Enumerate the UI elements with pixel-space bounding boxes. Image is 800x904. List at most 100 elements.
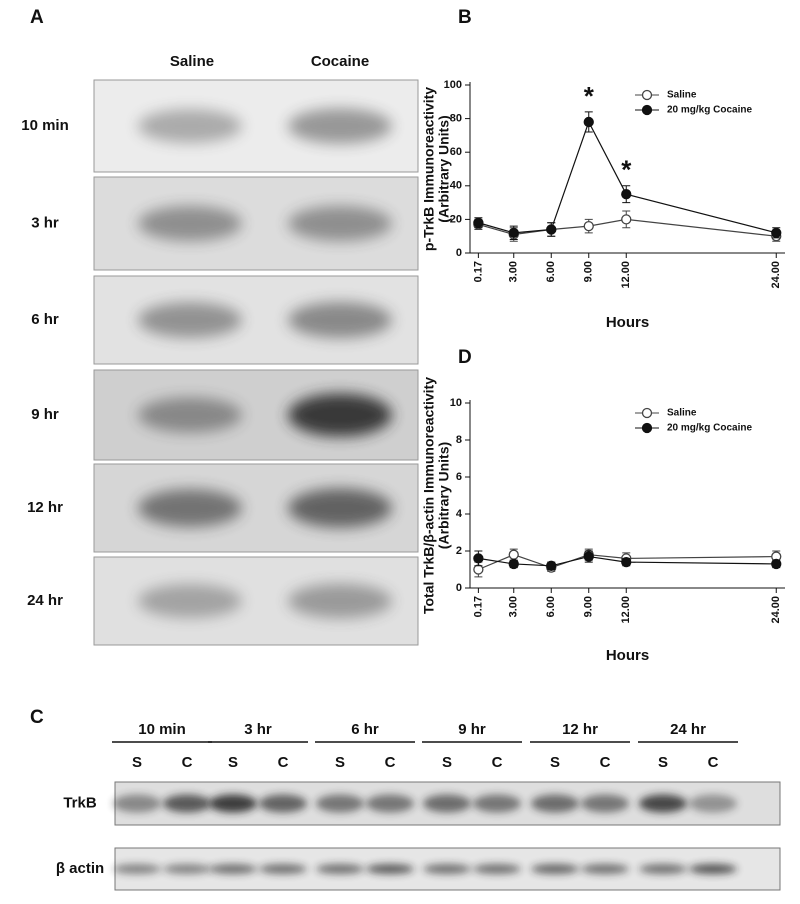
band (366, 794, 414, 813)
data-point (546, 224, 557, 235)
y-tick-label: 0 (456, 247, 462, 259)
column-label: Cocaine (311, 53, 369, 70)
panel-label: C (30, 707, 44, 728)
group-label: 3 hr (244, 721, 272, 738)
data-point (508, 227, 519, 238)
band (531, 864, 579, 874)
x-tick-label: 9.00 (583, 261, 595, 282)
x-axis-title: Hours (606, 314, 649, 331)
group-label: 24 hr (670, 721, 706, 738)
band (639, 864, 687, 874)
x-tick-label: 6.00 (545, 596, 557, 617)
legend-label: 20 mg/kg Cocaine (667, 423, 752, 434)
y-tick-label: 80 (450, 113, 462, 125)
band (138, 397, 242, 433)
lane-label: C (708, 754, 719, 771)
band (581, 794, 629, 813)
band (581, 864, 629, 874)
lane-label: C (600, 754, 611, 771)
lane-label: S (335, 754, 345, 771)
data-point (473, 217, 484, 228)
band (689, 794, 737, 813)
band (209, 794, 257, 813)
data-point (473, 553, 484, 564)
group-label: 12 hr (562, 721, 598, 738)
x-tick-label: 0.17 (472, 596, 484, 617)
band (639, 794, 687, 813)
y-tick-label: 4 (456, 508, 463, 520)
band (316, 794, 364, 813)
band (316, 864, 364, 874)
row-label: 6 hr (31, 311, 59, 328)
band (138, 584, 242, 618)
band (288, 108, 392, 144)
lane-label: C (278, 754, 289, 771)
y-axis-title: Total TrkB/β-actin Immunoreactivity (421, 377, 437, 614)
y-tick-label: 20 (450, 213, 462, 225)
y-tick-label: 60 (450, 146, 462, 158)
band (288, 583, 392, 619)
row-label: 24 hr (27, 592, 63, 609)
lane-label: S (228, 754, 238, 771)
band (689, 864, 737, 874)
column-label: Saline (170, 53, 214, 70)
y-axis-title: p-TrkB Immunoreactivity (421, 87, 437, 251)
row-label: β actin (56, 860, 104, 877)
y-tick-label: 2 (456, 545, 462, 557)
legend-marker (641, 407, 653, 419)
legend-label: 20 mg/kg Cocaine (667, 105, 752, 116)
data-point (508, 558, 519, 570)
band (288, 393, 392, 437)
lane-label: S (132, 754, 142, 771)
x-tick-label: 12.00 (620, 261, 632, 289)
band (138, 489, 242, 527)
band (423, 794, 471, 813)
x-tick-label: 3.00 (508, 261, 520, 282)
band (113, 794, 161, 813)
x-tick-label: 24.00 (770, 261, 782, 289)
y-axis-title: (Arbitrary Units) (436, 442, 452, 549)
x-tick-label: 12.00 (620, 596, 632, 624)
x-tick-label: 6.00 (545, 261, 557, 282)
data-point (621, 189, 632, 200)
x-axis-title: Hours (606, 647, 649, 664)
row-label: 10 min (21, 117, 69, 134)
series-line (478, 555, 777, 567)
group-label: 6 hr (351, 721, 379, 738)
legend-marker (641, 104, 653, 116)
data-point (583, 116, 594, 128)
data-point (621, 214, 632, 225)
row-label: 9 hr (31, 406, 59, 423)
y-tick-label: 40 (450, 180, 462, 192)
x-tick-label: 3.00 (508, 596, 520, 617)
band (209, 864, 257, 874)
legend-marker (641, 89, 653, 101)
panel-label: D (458, 347, 472, 368)
x-tick-label: 24.00 (770, 596, 782, 624)
x-tick-label: 0.17 (472, 261, 484, 282)
band (366, 864, 414, 874)
lane-label: C (182, 754, 193, 771)
panel-label: B (458, 7, 472, 28)
lane-label: S (658, 754, 668, 771)
data-point (771, 558, 782, 570)
y-tick-label: 6 (456, 471, 462, 483)
y-axis-title: (Arbitrary Units) (436, 115, 452, 222)
band (288, 302, 392, 338)
band (113, 864, 161, 874)
data-point (771, 227, 782, 238)
y-tick-label: 100 (444, 79, 462, 91)
band (163, 864, 211, 874)
lane-label: S (442, 754, 452, 771)
panel-label: A (30, 7, 44, 28)
lane-label: C (492, 754, 503, 771)
legend-label: Saline (667, 408, 697, 419)
group-label: 9 hr (458, 721, 486, 738)
band (531, 794, 579, 813)
annotation: * (584, 81, 595, 111)
band (288, 488, 392, 528)
band (138, 109, 242, 143)
series-line (478, 218, 777, 237)
group-label: 10 min (138, 721, 186, 738)
